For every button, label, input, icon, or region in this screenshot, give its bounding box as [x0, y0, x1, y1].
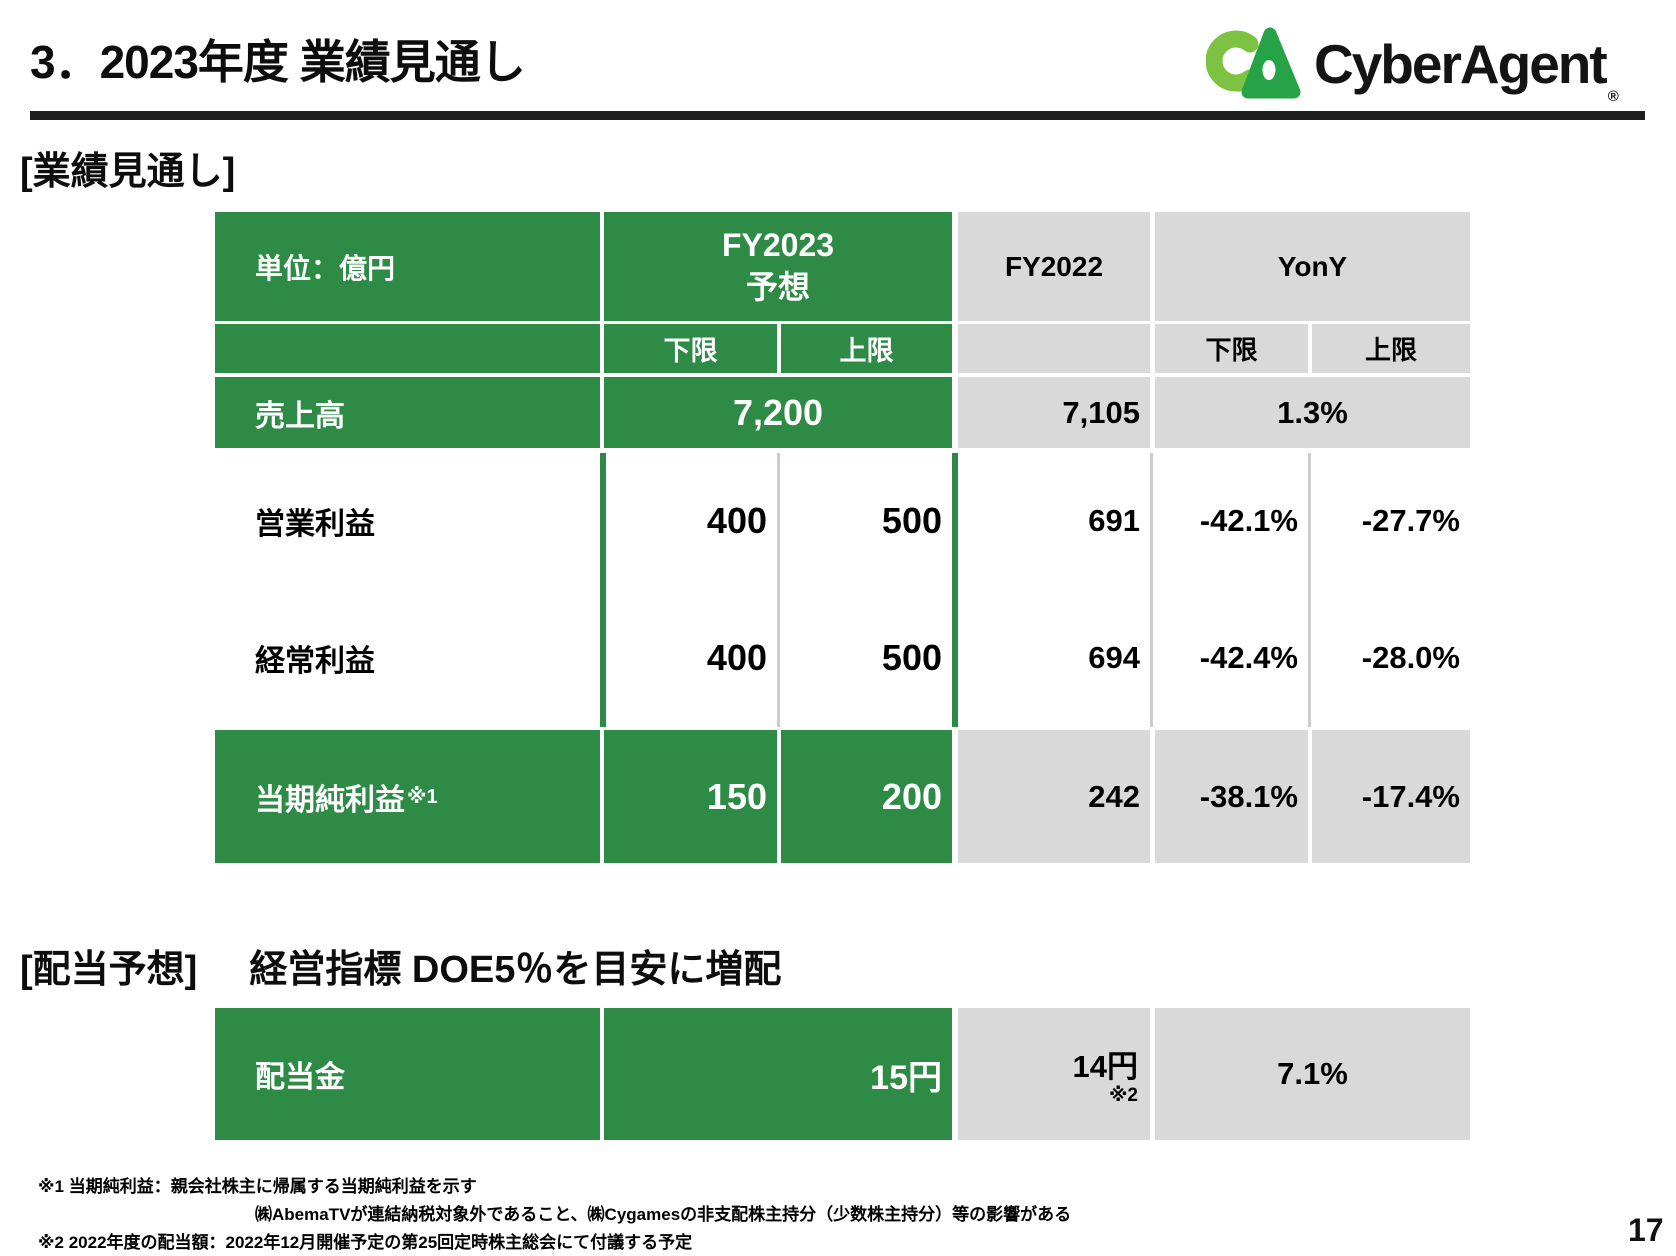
dividend-heading-bracket: [配当予想] — [20, 949, 198, 991]
dividend-fy2022-note: ※2 — [1108, 1085, 1138, 1107]
cell-subheader-blank — [215, 324, 600, 373]
cell-dividend-fy2022: 14円 ※2 — [958, 1008, 1150, 1140]
divider-lower-upper — [777, 453, 780, 727]
registered-mark: ® — [1607, 88, 1619, 105]
divider-upper-fy2022 — [952, 453, 958, 727]
cell-subheader-lower-fy2023: 下限 — [604, 324, 777, 373]
logo-wordmark: CyberAgent — [1314, 33, 1608, 95]
cyberagent-logo: CyberAgent ® — [1205, 20, 1619, 109]
footnote-2: ※2 2022年度の配当額：2022年12月開催予定の第25回定時株主総会にて付… — [38, 1233, 693, 1252]
forecast-section-heading: [業績見通し] — [20, 151, 236, 193]
divider-yony-lower-upper — [1308, 453, 1311, 727]
cell-net-yony-upper: -17.4% — [1312, 730, 1470, 863]
cell-header-fy2022: FY2022 — [958, 212, 1150, 321]
cell-subheader-blank-fy2022 — [958, 324, 1150, 373]
cell-header-fy2023: FY2023 予想 — [604, 212, 952, 321]
cell-sales-yony: 1.3% — [1155, 377, 1470, 448]
page-title: 3．2023年度 業績見通し — [30, 36, 526, 88]
cell-net-lower: 150 — [604, 730, 777, 863]
divider-fy2022-yony — [1150, 453, 1153, 727]
dividend-heading-sub: 経営指標 DOE5％を目安に増配 — [249, 949, 782, 991]
footnote-1-continued: ㈱AbemaTVが連結納税対象外であること、㈱Cygamesの非支配株主持分（少… — [255, 1205, 1072, 1224]
net-label-text: 当期純利益 — [255, 783, 405, 817]
fy2023-line1: FY2023 — [721, 226, 835, 263]
title-divider — [30, 111, 1645, 120]
cell-operating-label: 営業利益 — [255, 508, 375, 541]
cell-net-upper: 200 — [781, 730, 952, 863]
cell-unit-label: 単位：億円 — [215, 212, 600, 321]
dividend-table: 配当金 15円 14円 ※2 7.1% — [215, 1008, 1470, 1140]
cell-ordinary-fy2022: 694 — [1088, 640, 1140, 675]
cell-operating-upper: 500 — [881, 500, 942, 541]
cell-subheader-upper-yony: 上限 — [1312, 324, 1470, 373]
cell-net-fy2022: 242 — [958, 730, 1150, 863]
dividend-section-heading: [配当予想] 経営指標 DOE5％を目安に増配 — [20, 938, 781, 993]
cell-operating-fy2022: 691 — [1088, 503, 1140, 538]
cell-dividend-label: 配当金 — [215, 1008, 600, 1140]
cell-ordinary-upper: 500 — [881, 637, 942, 678]
cell-header-yony: YonY — [1155, 212, 1470, 321]
dividend-fy2022-value: 14円 — [1072, 1049, 1138, 1085]
cell-net-label: 当期純利益 ※1 — [215, 730, 600, 863]
cell-ordinary-yony-upper: -28.0% — [1361, 640, 1460, 675]
cell-ordinary-lower: 400 — [706, 637, 767, 678]
page-number: 17 — [1628, 1212, 1664, 1248]
cell-dividend-yony: 7.1% — [1155, 1008, 1470, 1140]
net-label-note: ※1 — [407, 786, 438, 808]
cell-sales-fy2023: 7,200 — [604, 377, 952, 448]
cell-operating-yony-upper: -27.7% — [1361, 503, 1460, 538]
cell-subheader-lower-yony: 下限 — [1155, 324, 1308, 373]
footnote-1: ※1 当期純利益：親会社株主に帰属する当期純利益を示す — [38, 1177, 477, 1196]
cell-sales-fy2022: 7,105 — [958, 377, 1150, 448]
divider-label-lower — [600, 453, 606, 727]
cell-operating-lower: 400 — [706, 500, 767, 541]
cell-sales-label: 売上高 — [215, 377, 600, 448]
cell-dividend-fy2023: 15円 — [604, 1008, 952, 1140]
forecast-table: 単位：億円 FY2023 予想 FY2022 YonY 下限 上限 下限 上限 … — [215, 212, 1470, 863]
cell-net-yony-lower: -38.1% — [1155, 730, 1308, 863]
cell-ordinary-label: 経常利益 — [255, 645, 375, 678]
fy2023-line2: 予想 — [745, 268, 810, 305]
cyberagent-logo-icon — [1205, 20, 1306, 109]
cell-ordinary-yony-lower: -42.4% — [1199, 640, 1298, 675]
cell-operating-yony-lower: -42.1% — [1199, 503, 1298, 538]
cell-subheader-upper-fy2023: 上限 — [781, 324, 952, 373]
